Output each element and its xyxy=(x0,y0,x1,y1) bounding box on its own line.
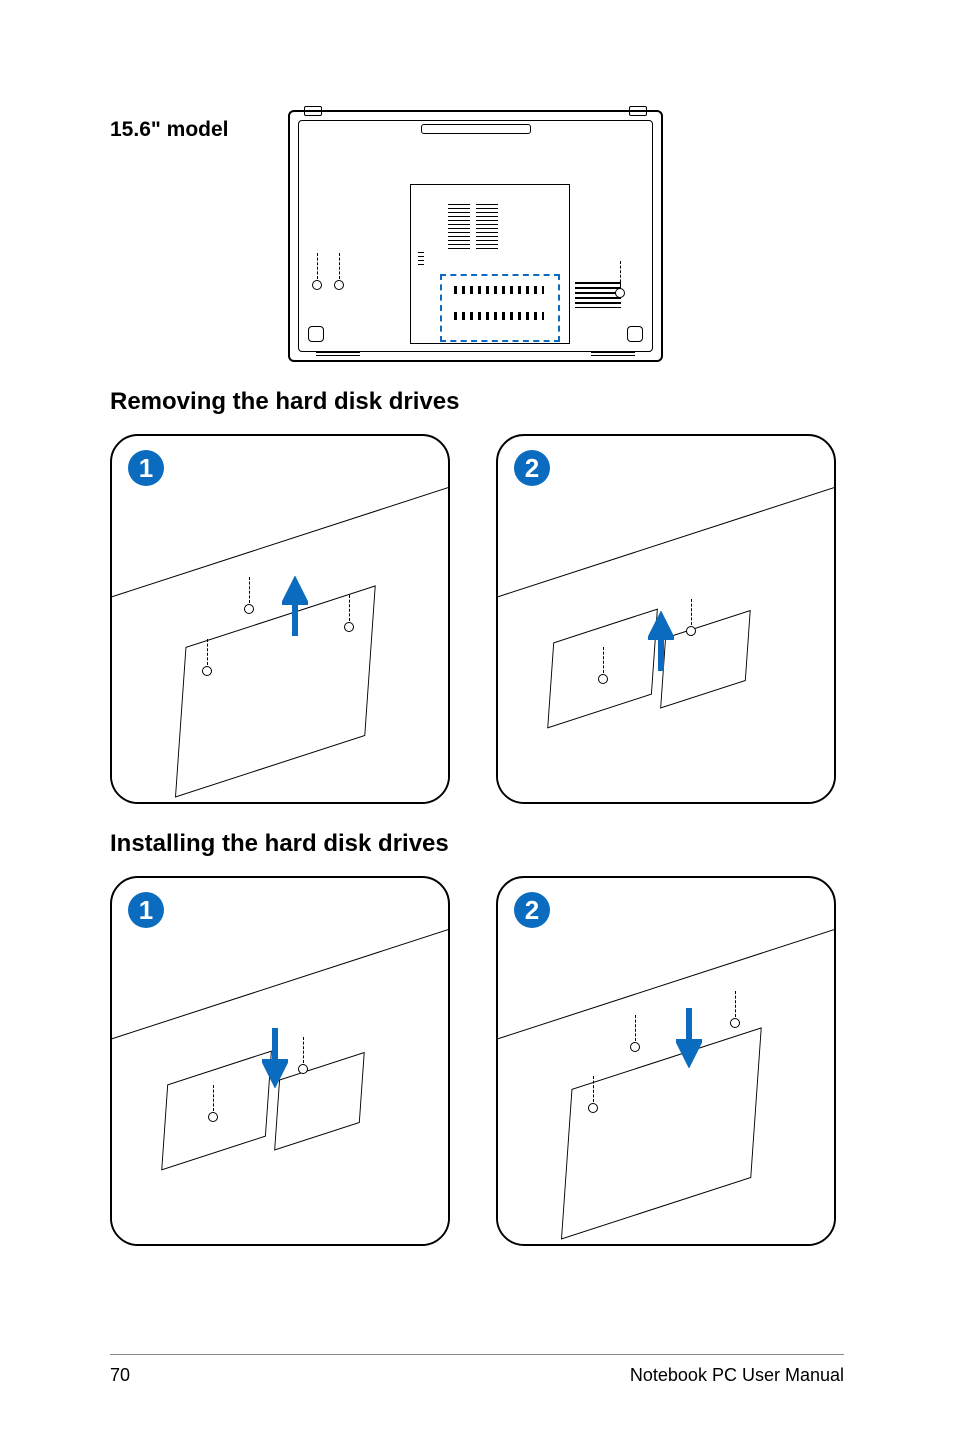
hdd-slot-icon xyxy=(454,286,544,294)
hdd-caddy-icon xyxy=(161,1050,272,1170)
foot-icon xyxy=(308,326,324,342)
chassis-iso-icon xyxy=(496,911,836,1246)
grille-icon xyxy=(575,282,621,308)
screw-icon xyxy=(334,280,344,290)
vent-icon xyxy=(448,204,470,250)
hinge-left-icon xyxy=(304,106,322,116)
insert-arrow-down-icon xyxy=(676,1008,702,1068)
page-footer: 70 Notebook PC User Manual xyxy=(110,1354,844,1386)
model-label: 15.6" model xyxy=(110,110,260,362)
battery-latch-icon xyxy=(421,124,531,134)
screw-icon xyxy=(588,1103,598,1113)
screw-icon xyxy=(202,666,212,676)
cover-plate-icon xyxy=(561,1027,762,1239)
installing-steps: 1 2 xyxy=(110,876,844,1246)
install-step-1-panel: 1 xyxy=(110,876,450,1246)
remove-step-2-panel: 2 xyxy=(496,434,836,804)
cover-plate-icon xyxy=(175,585,376,797)
step-badge-1: 1 xyxy=(128,450,164,486)
removing-steps: 1 2 xyxy=(110,434,844,804)
vent-icon xyxy=(476,204,498,250)
grille-icon xyxy=(591,352,635,358)
screw-icon xyxy=(730,1018,740,1028)
screw-icon xyxy=(615,288,625,298)
footer-title: Notebook PC User Manual xyxy=(630,1365,844,1386)
screw-icon xyxy=(298,1064,308,1074)
page-number: 70 xyxy=(110,1365,130,1386)
screw-icon xyxy=(686,626,696,636)
foot-icon xyxy=(627,326,643,342)
vent-icon xyxy=(418,252,424,266)
heading-installing: Installing the hard disk drives xyxy=(110,830,844,858)
step-badge-2: 2 xyxy=(514,450,550,486)
heading-removing: Removing the hard disk drives xyxy=(110,388,844,416)
screw-icon xyxy=(630,1042,640,1052)
lift-arrow-up-icon xyxy=(648,611,674,671)
top-row: 15.6" model xyxy=(110,110,844,362)
screw-icon xyxy=(208,1112,218,1122)
screw-icon xyxy=(598,674,608,684)
insert-arrow-down-icon xyxy=(262,1028,288,1088)
lift-arrow-up-icon xyxy=(282,576,308,636)
step-badge-1: 1 xyxy=(128,892,164,928)
install-step-2-panel: 2 xyxy=(496,876,836,1246)
step-badge-2: 2 xyxy=(514,892,550,928)
remove-step-1-panel: 1 xyxy=(110,434,450,804)
grille-icon xyxy=(316,352,360,358)
hdd-slot-icon xyxy=(454,312,544,320)
screw-icon xyxy=(344,622,354,632)
screw-icon xyxy=(244,604,254,614)
laptop-bottom-diagram xyxy=(288,110,663,362)
chassis-iso-icon xyxy=(110,469,450,804)
hdd-highlight-box xyxy=(440,274,560,342)
screw-icon xyxy=(312,280,322,290)
hinge-right-icon xyxy=(629,106,647,116)
